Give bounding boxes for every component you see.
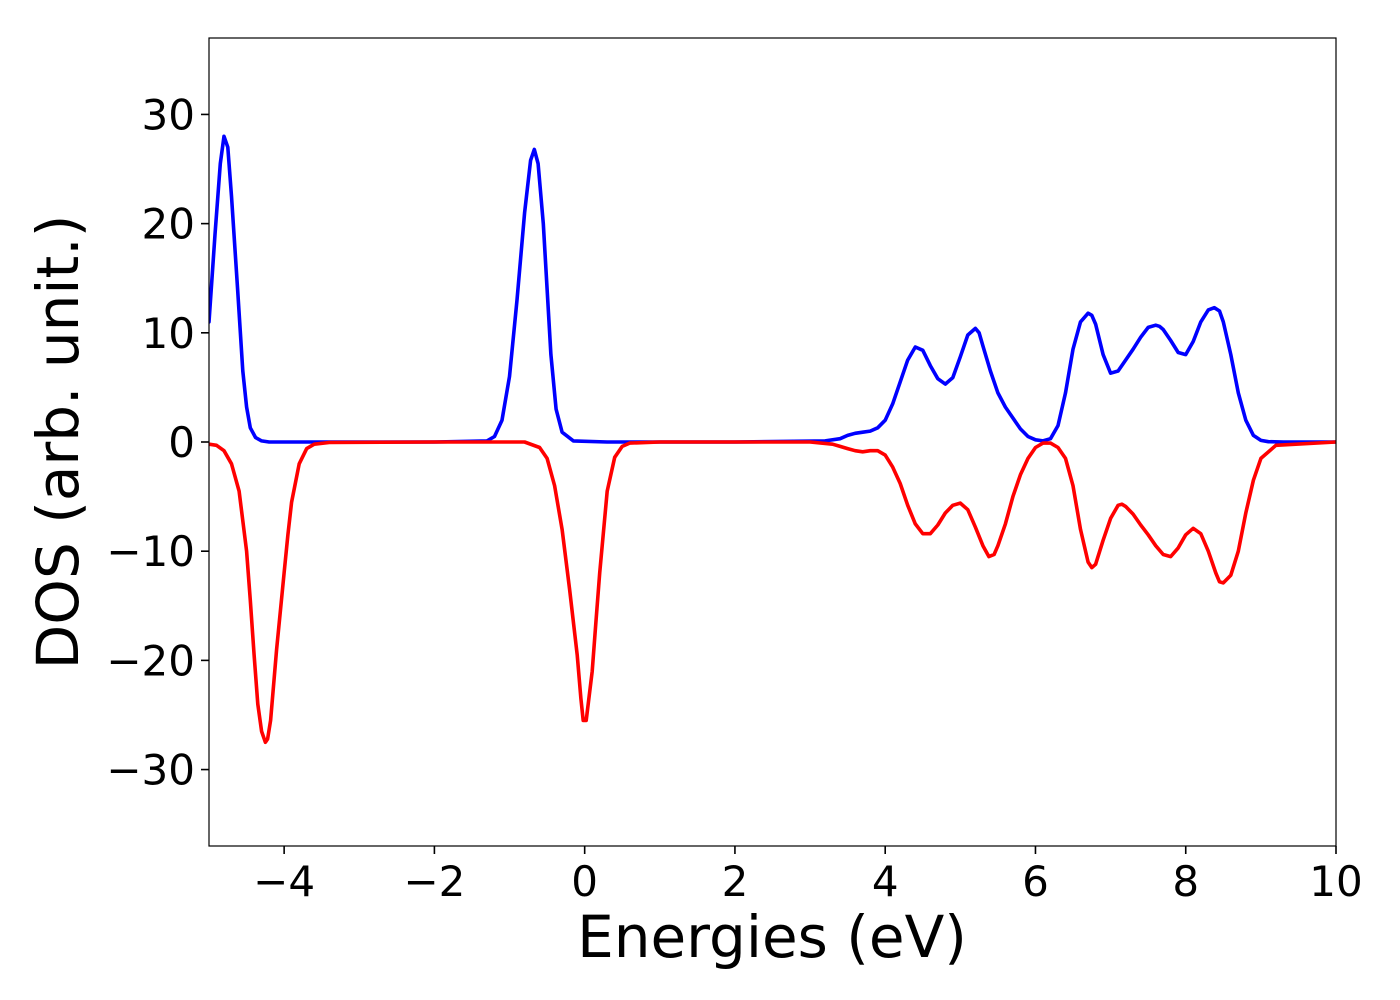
y-tick-label: 30: [142, 90, 195, 139]
y-axis-title: DOS (arb. unit.): [24, 215, 92, 670]
series-layer: [209, 134, 1336, 745]
y-tick-label: −10: [106, 527, 195, 576]
series-line-1: [209, 134, 1336, 444]
x-tick-label: 6: [1022, 857, 1049, 906]
x-tick-label: −4: [253, 857, 315, 906]
x-tick-label: 2: [722, 857, 749, 906]
x-tick-label: 10: [1309, 857, 1362, 906]
y-tick-label: 10: [142, 309, 195, 358]
y-tick-label: 20: [142, 200, 195, 249]
x-axis-ticks: −4 −2 0 2 4 6 8 10: [253, 846, 1363, 906]
y-axis-ticks: 30 20 10 0 −10 −20 −30: [106, 90, 209, 795]
x-tick-label: 0: [571, 857, 598, 906]
x-tick-label: 4: [872, 857, 899, 906]
y-tick-label: 0: [168, 418, 195, 467]
series-line-2: [209, 440, 1336, 745]
x-axis-title: Energies (eV): [577, 903, 967, 971]
x-tick-label: 8: [1172, 857, 1199, 906]
x-tick-label: −2: [403, 857, 465, 906]
y-tick-label: −30: [106, 746, 195, 795]
y-tick-label: −20: [106, 636, 195, 685]
